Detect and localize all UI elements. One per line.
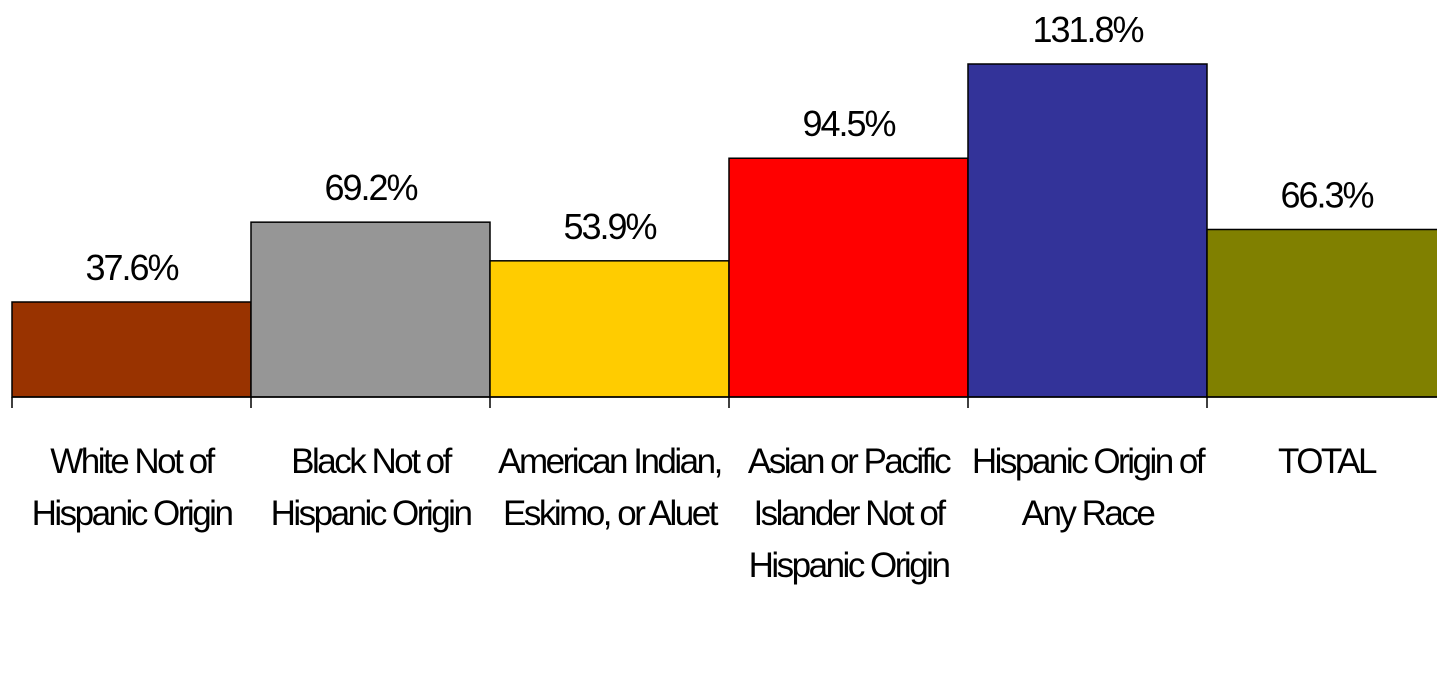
category-label: TOTAL — [1277, 442, 1378, 481]
bar — [728, 157, 969, 398]
category-label: Black Not of Hispanic Origin — [270, 442, 473, 533]
category-label: Asian or Pacific Islander Not of Hispani… — [747, 442, 952, 585]
value-label: 66.3% — [1280, 174, 1373, 215]
category-label: White Not of Hispanic Origin — [31, 442, 234, 533]
category-label: Hispanic Origin of Any Race — [971, 442, 1206, 533]
bar — [1206, 228, 1437, 398]
value-label: 53.9% — [563, 206, 656, 247]
value-label: 69.2% — [324, 167, 417, 208]
value-label: 131.8% — [1032, 9, 1143, 50]
bar — [250, 221, 491, 398]
category-label: American Indian, Eskimo, or Aluet — [498, 442, 723, 533]
value-label: 37.6% — [85, 247, 178, 288]
bar — [967, 63, 1208, 398]
bar — [11, 301, 252, 398]
value-label: 94.5% — [802, 103, 895, 144]
bar — [489, 260, 730, 398]
